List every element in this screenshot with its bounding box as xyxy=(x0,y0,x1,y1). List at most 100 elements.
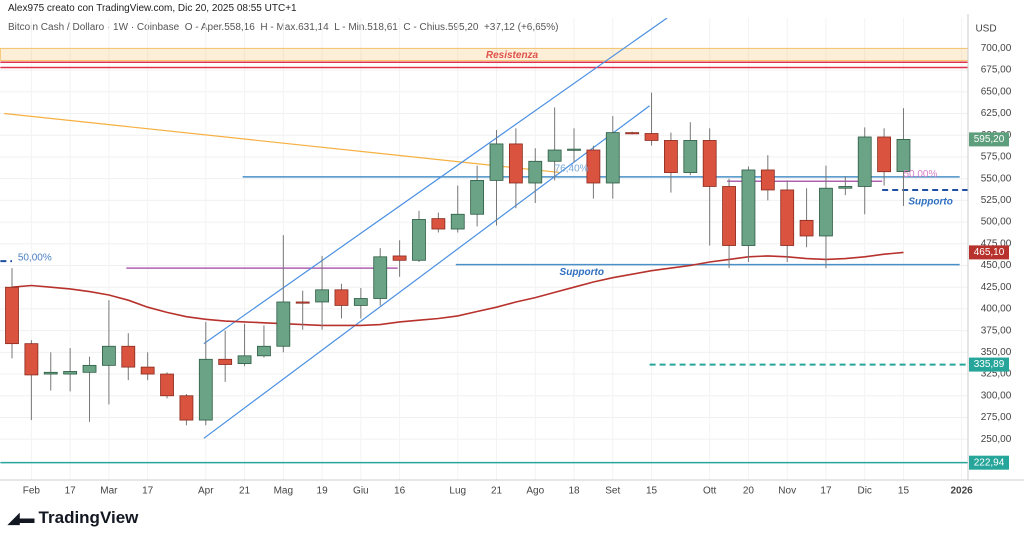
x-tick-label: 19 xyxy=(317,486,329,497)
candle-body xyxy=(683,140,698,173)
x-tick-label: Apr xyxy=(198,486,214,497)
candle-body xyxy=(470,179,485,215)
y-tick-label: 250,00 xyxy=(981,434,1012,445)
y-tick-label: 375,00 xyxy=(981,325,1012,336)
x-tick-label: Giu xyxy=(353,486,369,497)
candle-body xyxy=(237,355,252,365)
candle-body xyxy=(5,286,19,345)
x-tick-label: 21 xyxy=(491,486,503,497)
author-line: Alex975 creato con TradingView.com, Dic … xyxy=(8,3,297,14)
candle-body xyxy=(605,132,620,184)
moving-average xyxy=(11,251,904,327)
annotation: 76,40% xyxy=(555,164,589,175)
y-tick-label: 550,00 xyxy=(981,173,1012,184)
x-tick-label: 17 xyxy=(65,486,77,497)
candle-body xyxy=(160,373,174,397)
candle-body xyxy=(431,218,446,230)
annotation: Supporto xyxy=(908,197,952,208)
price-label-box xyxy=(969,245,1009,260)
x-tick-label: 18 xyxy=(568,486,580,497)
candle-body xyxy=(412,219,426,261)
x-tick-label: Nov xyxy=(778,486,796,497)
x-tick-label: 20 xyxy=(743,486,755,497)
brand: ◢▬ TradingView xyxy=(8,508,139,527)
candle-body xyxy=(373,256,388,299)
x-tick-label: 15 xyxy=(646,486,658,497)
candle-body xyxy=(63,371,78,375)
candle-body xyxy=(644,133,659,141)
candle-body xyxy=(82,364,97,373)
candle-body xyxy=(392,255,407,261)
candle-body xyxy=(528,160,543,184)
candle-body xyxy=(276,301,291,347)
candle-body xyxy=(838,186,853,189)
candle-body xyxy=(450,213,465,230)
y-tick-label: 625,00 xyxy=(981,108,1012,119)
x-tick-label: Set xyxy=(605,486,620,497)
resistance-zone xyxy=(0,47,968,62)
candle-body xyxy=(179,395,194,421)
y-tick-label: 300,00 xyxy=(981,390,1012,401)
x-tick-label: 21 xyxy=(239,486,251,497)
candle-body xyxy=(198,358,213,421)
candle-body xyxy=(664,140,678,173)
trend-line xyxy=(203,18,668,345)
trend-line xyxy=(203,105,650,439)
candle-body xyxy=(334,289,349,306)
candle-body xyxy=(218,358,233,365)
candle-body xyxy=(760,169,775,191)
axis-layer: 250,00 275,00 300,00 325,00 350,00 375,00 400,… xyxy=(23,43,1012,497)
candle-body xyxy=(702,140,717,187)
candle-body xyxy=(43,371,58,375)
trend-line xyxy=(4,112,561,174)
price-label-box xyxy=(969,455,1009,470)
y-tick-label: 475,00 xyxy=(981,238,1012,249)
y-tick-label: 525,00 xyxy=(981,195,1012,206)
x-tick-label: 15 xyxy=(898,486,910,497)
candle-body xyxy=(625,132,640,135)
x-tick-label: 17 xyxy=(820,486,832,497)
candle-body xyxy=(353,298,368,306)
x-tick-label: 17 xyxy=(142,486,154,497)
annotation: Supporto xyxy=(560,267,604,278)
price-label-box xyxy=(969,132,1009,147)
x-tick-label: 2026 xyxy=(950,486,973,497)
annotation: Resistenza xyxy=(486,50,539,61)
candle-body xyxy=(295,301,310,304)
y-tick-label: 575,00 xyxy=(981,152,1012,163)
brand-text: TradingView xyxy=(38,508,139,527)
annotation: 50,00% xyxy=(903,169,937,180)
x-tick-label: 16 xyxy=(394,486,406,497)
candle-body xyxy=(780,189,795,246)
price-label: 222,94 xyxy=(974,457,1005,468)
candle-body xyxy=(315,289,329,303)
candle-body xyxy=(489,143,504,181)
price-label-box xyxy=(969,357,1009,372)
candle-body xyxy=(24,343,39,376)
candle-body xyxy=(877,136,891,173)
plot-area: Resistenza Supporto Supporto 50,00% 50,00% 76… xyxy=(0,18,968,480)
candle-body xyxy=(722,186,736,246)
price-label: 465,10 xyxy=(974,247,1005,258)
candle-body xyxy=(741,169,756,246)
candle-body xyxy=(102,345,116,366)
candle-body xyxy=(896,139,911,172)
y-tick-label: 425,00 xyxy=(981,282,1012,293)
annotation: 50,00% xyxy=(18,252,52,263)
y-tick-label: 700,00 xyxy=(981,43,1012,54)
x-tick-label: Dic xyxy=(857,486,871,497)
x-tick-label: Mar xyxy=(100,486,118,497)
y-tick-label: 650,00 xyxy=(981,86,1012,97)
candle-body xyxy=(547,149,562,162)
candle-body xyxy=(819,187,833,237)
candle-body xyxy=(799,219,814,237)
candle-body xyxy=(586,149,601,184)
y-tick-label: 500,00 xyxy=(981,217,1012,228)
x-tick-label: Ott xyxy=(703,486,717,497)
x-tick-label: Mag xyxy=(274,486,293,497)
candle-body xyxy=(257,345,271,357)
y-tick-label: 675,00 xyxy=(981,65,1012,76)
x-tick-label: Lug xyxy=(449,486,466,497)
candle-body xyxy=(567,148,581,151)
